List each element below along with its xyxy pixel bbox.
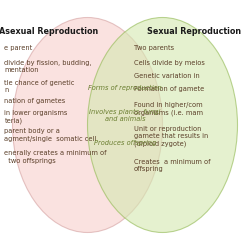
Text: divide by fission, budding,
mentation: divide by fission, budding, mentation [4,60,92,73]
Text: nation of gametes: nation of gametes [4,98,66,103]
Text: in lower organisms
teria): in lower organisms teria) [4,110,68,124]
Text: Forms of reproduction: Forms of reproduction [88,85,162,91]
Ellipse shape [12,18,162,233]
Text: Produces offspring: Produces offspring [94,140,156,146]
Text: Formation of gamete: Formation of gamete [134,86,204,91]
Text: Cells divide by meios: Cells divide by meios [134,60,204,66]
Text: parent body or a
agment/single  somatic cell: parent body or a agment/single somatic c… [4,128,97,141]
Text: Genetic variation in: Genetic variation in [134,72,200,78]
Text: enerally creates a minimum of
  two offsprings: enerally creates a minimum of two offspr… [4,150,107,164]
Text: Unit or reproduction
gamete that results in
(diploid zygote): Unit or reproduction gamete that results… [134,126,208,147]
Text: Involves plants, fungi
and animals: Involves plants, fungi and animals [89,109,161,122]
Text: e parent: e parent [4,45,33,51]
Text: Creates  a minimum of
offspring: Creates a minimum of offspring [134,159,210,172]
Ellipse shape [88,18,238,233]
Text: tle chance of genetic
n: tle chance of genetic n [4,80,75,93]
Text: Found in higher/com
organisms (i.e. mam: Found in higher/com organisms (i.e. mam [134,102,203,117]
Text: Sexual Reproduction: Sexual Reproduction [147,27,241,36]
Text: Asexual Reproduction: Asexual Reproduction [0,27,98,36]
Text: Two parents: Two parents [134,45,174,51]
